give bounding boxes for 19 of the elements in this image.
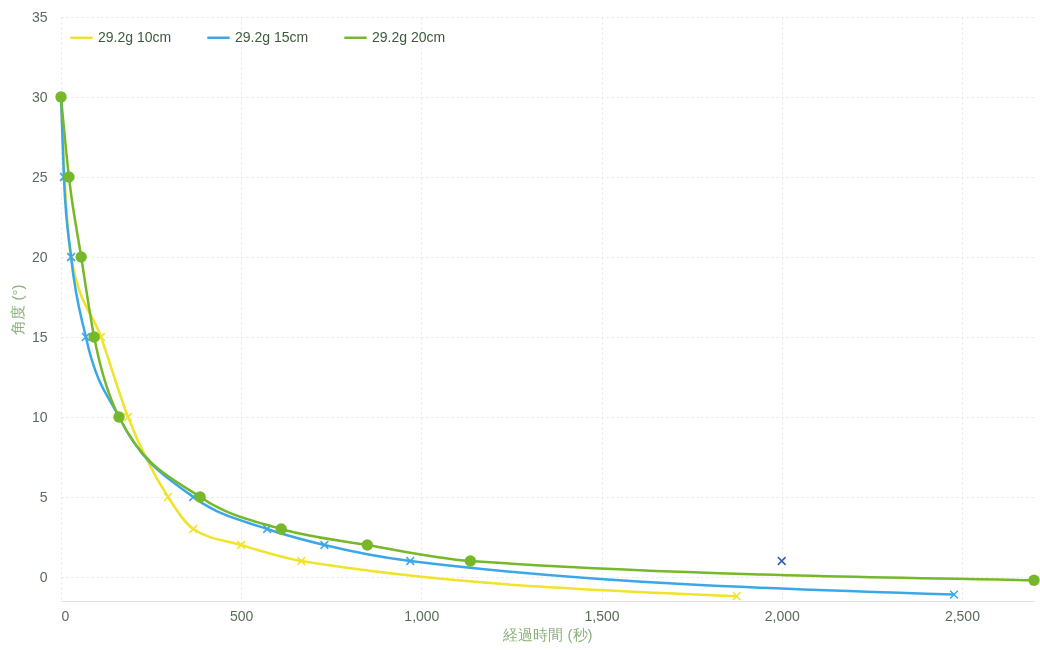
legend-label: 29.2g 20cm — [372, 28, 446, 45]
y-tick-label: 20 — [31, 248, 48, 265]
y-tick-label: 30 — [31, 88, 48, 105]
y-tick-label: 15 — [31, 328, 48, 345]
x-axis-title: 経過時間 (秒) — [502, 625, 593, 643]
x-tick-label: 1,000 — [404, 607, 440, 624]
y-axis-title: 角度 (°) — [8, 284, 26, 335]
x-tick-label: 2,500 — [944, 607, 981, 624]
x-tick-label: 500 — [230, 607, 254, 624]
x-tick-label: 1,500 — [584, 607, 620, 624]
legend-label: 29.2g 10cm — [98, 28, 172, 45]
y-tick-label: 0 — [39, 568, 48, 585]
x-tick-label: 0 — [61, 607, 70, 624]
y-tick-label: 35 — [31, 8, 48, 25]
x-tick-label: 2,000 — [764, 607, 800, 624]
y-tick-label: 5 — [39, 488, 48, 505]
y-tick-label: 25 — [31, 168, 48, 185]
y-tick-label: 10 — [31, 408, 48, 425]
legend-label: 29.2g 15cm — [235, 28, 309, 45]
